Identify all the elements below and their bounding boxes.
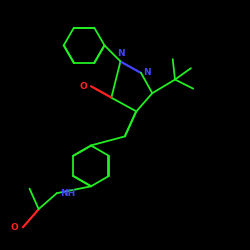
- Text: N: N: [117, 49, 124, 58]
- Text: O: O: [10, 223, 18, 232]
- Text: N: N: [143, 68, 151, 77]
- Text: O: O: [80, 82, 88, 91]
- Text: NH: NH: [60, 189, 76, 198]
